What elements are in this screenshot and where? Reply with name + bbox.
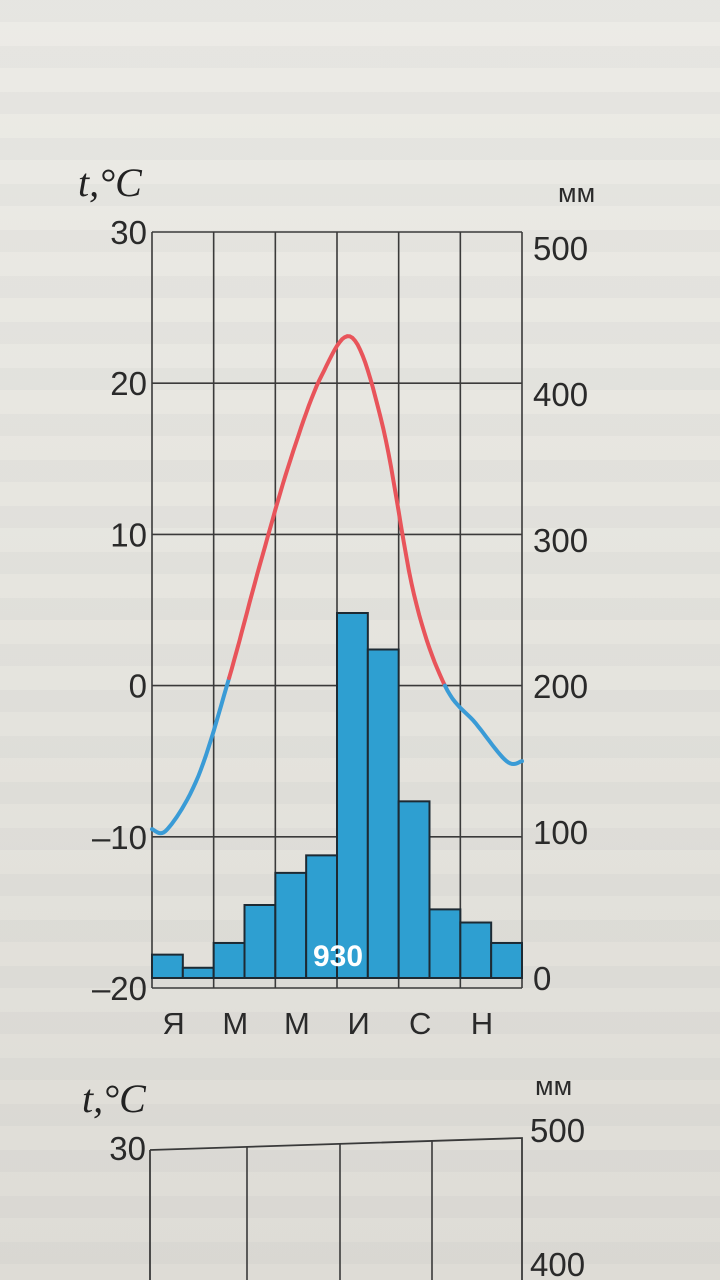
month-tick-label: И [347, 1006, 369, 1040]
precipitation-bar [151, 953, 184, 980]
temperature-line-below-zero [442, 683, 524, 767]
precipitation-bar [212, 941, 246, 980]
left-axis-label: t,°C [78, 160, 143, 205]
precipitation-bar [428, 908, 462, 980]
right-axis-tick: 300 [533, 522, 588, 559]
chart-frame-second [149, 1137, 523, 1280]
precipitation-bar [397, 800, 431, 980]
left-axis-tick: 0 [129, 668, 147, 705]
left-axis-tick: 20 [110, 365, 147, 402]
month-tick-label: М [284, 1006, 310, 1040]
month-tick-label: М [222, 1006, 248, 1040]
left-tick-second: 30 [109, 1130, 146, 1167]
right-tick-second: 500 [530, 1112, 585, 1149]
precipitation-bar [366, 648, 400, 979]
left-axis-ticks: 30 20 10 0 –10 –20 [92, 214, 147, 1007]
right-axis-tick: 500 [533, 230, 588, 267]
left-axis-label-second: t,°C [82, 1076, 147, 1121]
climate-chart-second: t,°C мм 30 500 400 [82, 1071, 585, 1280]
precipitation-bar [490, 941, 523, 980]
temperature-line-below-zero [150, 676, 232, 836]
right-axis-ticks: 500 400 300 200 100 0 [533, 230, 588, 997]
precipitation-bar [305, 854, 338, 979]
left-axis-tick: 10 [110, 516, 147, 553]
precipitation-bar [336, 612, 369, 979]
chart-grid-second [149, 1137, 523, 1280]
precipitation-bar [459, 921, 493, 980]
precipitation-bar [181, 966, 215, 980]
month-tick-label: С [409, 1006, 431, 1040]
temperature-line-above-zero [227, 334, 447, 688]
precipitation-bars [151, 612, 523, 980]
temperature-curve [150, 334, 524, 836]
right-axis-label: мм [558, 178, 595, 208]
right-axis-tick: 200 [533, 668, 588, 705]
right-axis-tick: 400 [533, 376, 588, 413]
annual-precipitation-label: 930 [313, 940, 363, 973]
month-tick-label: Я [162, 1006, 184, 1040]
right-axis-tick: 0 [533, 960, 551, 997]
month-tick-label: Н [471, 1006, 493, 1040]
right-axis-tick: 100 [533, 814, 588, 851]
precipitation-bar [243, 904, 277, 979]
right-axis-label-second: мм [535, 1071, 572, 1101]
left-axis-tick: 30 [110, 214, 147, 251]
left-axis-tick: –20 [92, 970, 147, 1007]
left-axis-tick: –10 [92, 819, 147, 856]
precipitation-bar [274, 871, 308, 980]
right-tick-second: 400 [530, 1246, 585, 1280]
